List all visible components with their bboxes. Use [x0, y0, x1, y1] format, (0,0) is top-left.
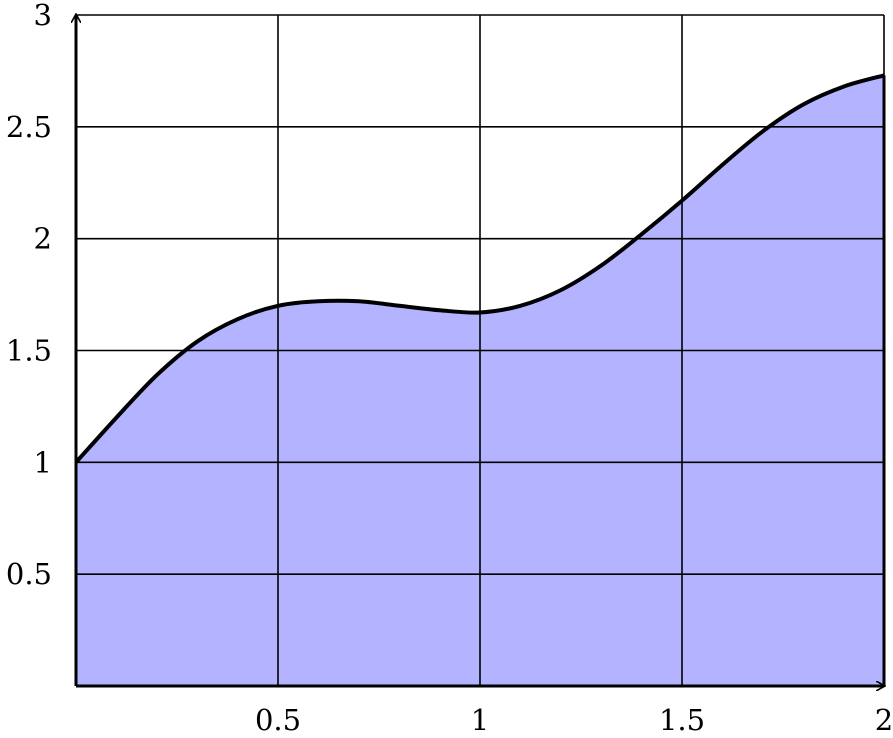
series-line	[74, 73, 885, 464]
tick-labels: 0.5 1 1.5 2 0.5 1 1.5 2 2.5 3	[6, 0, 893, 737]
y-tick-label: 2.5	[6, 110, 52, 144]
x-tick-label: 1	[471, 703, 489, 737]
axes	[76, 15, 884, 686]
y-tick-label: 1.5	[6, 334, 52, 368]
x-tick-label: 1.5	[659, 703, 705, 737]
y-tick-label: 2	[34, 222, 52, 256]
x-tick-label: 2	[875, 703, 893, 737]
x-tick-label: 0.5	[255, 703, 301, 737]
y-tick-label: 1	[34, 445, 52, 479]
y-tick-label: 3	[34, 0, 52, 32]
y-tick-label: 0.5	[6, 557, 52, 591]
